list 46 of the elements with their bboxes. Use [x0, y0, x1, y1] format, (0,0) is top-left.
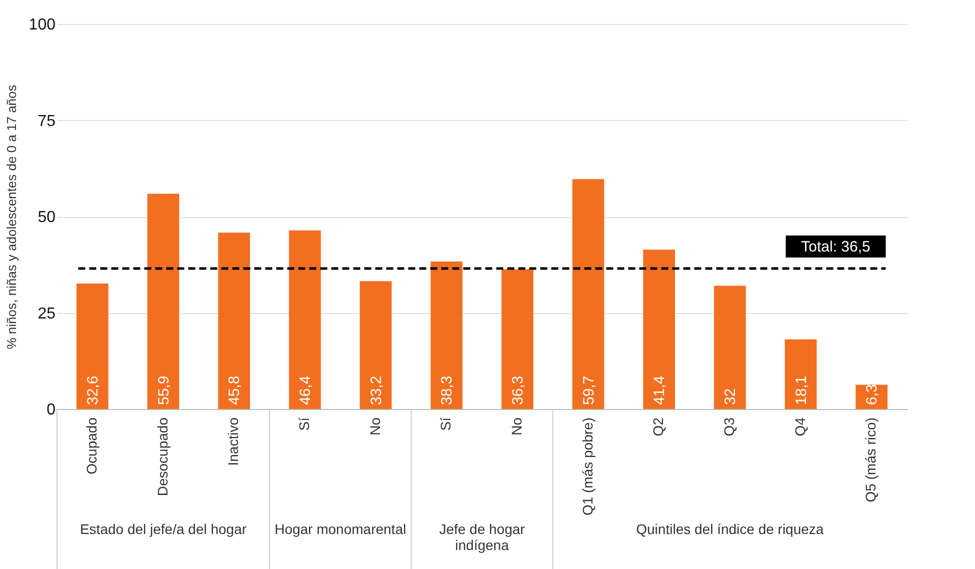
x-tick-label: Sí [438, 417, 454, 431]
ref-line-label: Total: 36,5 [801, 238, 870, 256]
bar [501, 269, 534, 409]
data-label: 6,3 [864, 384, 881, 405]
bar [714, 286, 746, 409]
data-label: 32 [722, 388, 739, 405]
bar [643, 250, 676, 409]
y-tick-label: 75 [38, 112, 56, 130]
x-tick-label: Sí [296, 417, 312, 431]
x-tick-label: Q4 [792, 417, 808, 436]
data-label: 32,6 [84, 376, 102, 405]
x-tick-label: No [508, 417, 524, 436]
bar [147, 194, 180, 409]
y-tick-label: 100 [28, 16, 56, 34]
bar [784, 339, 817, 409]
x-tick-label: Q2 [650, 417, 666, 436]
bar [430, 262, 463, 409]
data-label: 41,4 [651, 376, 668, 405]
x-tick-label: Desocupado [154, 417, 170, 496]
data-label: 46,4 [296, 376, 314, 405]
x-tick-label: Inactivo [225, 417, 242, 466]
data-label: 45,8 [226, 376, 244, 405]
bar [572, 179, 604, 409]
y-axis-title: % niños, niñas y adolescentes de 0 a 17 años [4, 84, 19, 350]
bar [76, 283, 108, 409]
data-label: 59,7 [580, 376, 598, 405]
x-tick-label: No [366, 417, 383, 436]
y-tick-label: 50 [38, 209, 56, 226]
y-tick-label: 0 [46, 402, 56, 418]
text: Quintiles del índice de riqueza [636, 521, 824, 537]
x-tick-label: Q5 (más rico) [862, 418, 879, 502]
data-label: 38,3 [438, 376, 456, 405]
text: Estado del jefe/a del hogar [80, 521, 247, 537]
text: Jefe de hogar indígena [439, 521, 526, 553]
data-label: 36,3 [509, 376, 526, 405]
bar [360, 281, 392, 409]
bar [288, 230, 321, 409]
data-label: 55,9 [155, 376, 172, 405]
y-tick-label: 25 [38, 305, 56, 322]
text: Hogar monomarental [274, 521, 406, 537]
x-tick-label: Q1 (más pobre) [579, 418, 596, 516]
data-label: 33,2 [368, 376, 385, 405]
x-tick-label: Q3 [720, 417, 737, 436]
bar [218, 232, 250, 409]
data-label: 18,1 [792, 376, 810, 405]
x-tick-label: Ocupado [83, 417, 100, 474]
